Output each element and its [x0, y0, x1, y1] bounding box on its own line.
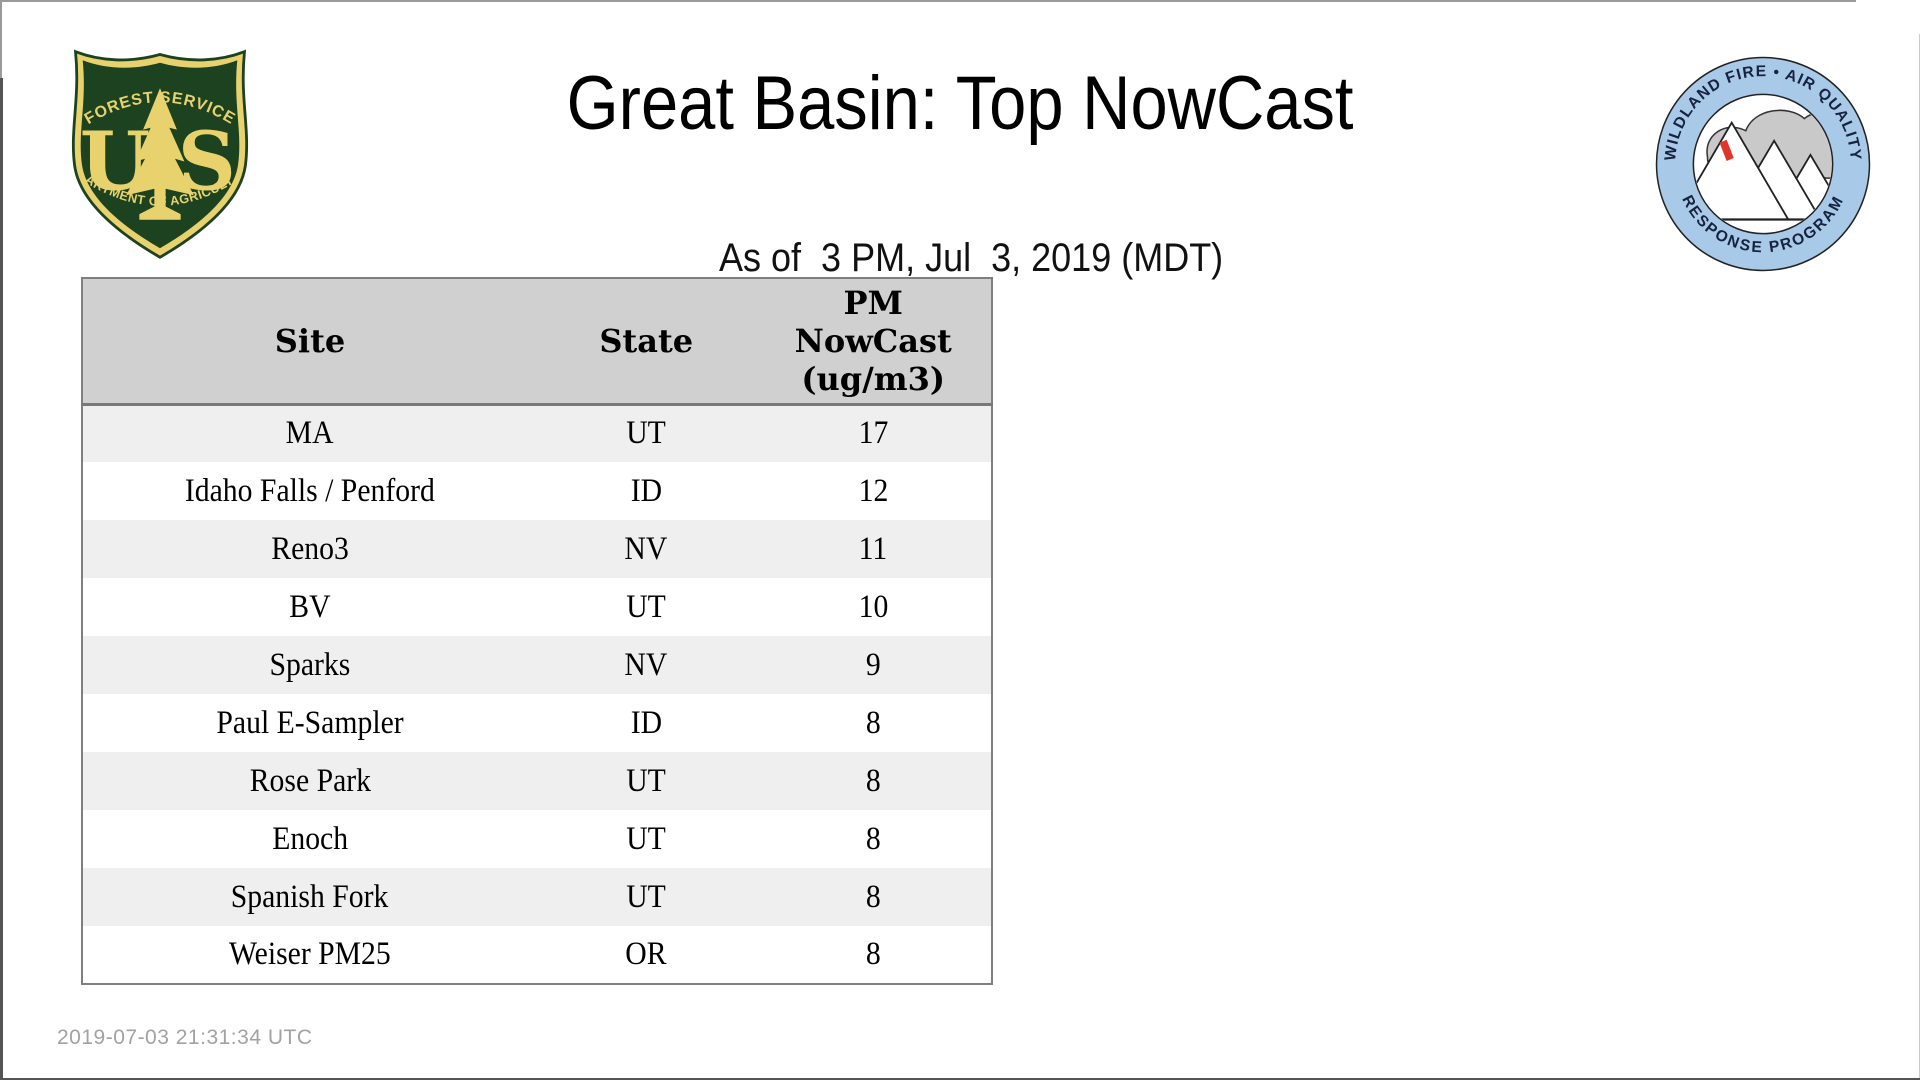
state-cell: UT: [537, 578, 755, 636]
site-value: Paul E-Sampler: [216, 704, 404, 741]
state-value: UT: [626, 415, 666, 452]
state-cell: UT: [537, 810, 755, 868]
state-value: OR: [625, 936, 667, 972]
column-header-site-label: Site: [274, 321, 346, 360]
state-cell: NV: [537, 636, 755, 694]
site-cell: MA: [82, 404, 537, 462]
state-cell: UT: [537, 404, 755, 462]
page-subtitle: As of 3 PM, Jul 3, 2019 (MDT): [0, 192, 1920, 280]
state-cell: NV: [537, 520, 755, 578]
pm-value: 8: [865, 762, 881, 799]
table-row: MA UT 17: [82, 404, 992, 462]
pm-cell: 10: [755, 578, 992, 636]
state-value: ID: [630, 472, 662, 509]
page-frame-top-edge: [0, 0, 1856, 2]
column-header-site: Site: [82, 278, 537, 406]
pm-value: 8: [865, 878, 881, 915]
page-frame-left-edge-dark: [0, 78, 3, 1080]
pm-cell: 12: [755, 462, 992, 520]
site-value: Spanish Fork: [231, 878, 389, 915]
site-value: Sparks: [269, 646, 351, 683]
pm-cell: 8: [755, 694, 992, 752]
site-cell: BV: [82, 578, 537, 636]
table-row: Sparks NV 9: [82, 636, 992, 694]
table-row: BV UT 10: [82, 578, 992, 636]
pm-cell: 17: [755, 404, 992, 462]
table-body: MA UT 17 Idaho Falls / Penford ID 12 Ren…: [82, 404, 992, 984]
site-value: Rose Park: [249, 762, 371, 799]
pm-cell: 8: [755, 810, 992, 868]
page-title: Great Basin: Top NowCast: [0, 62, 1920, 146]
state-value: UT: [626, 878, 666, 915]
usfs-letter-u: U: [80, 115, 150, 210]
site-cell: Spanish Fork: [82, 868, 537, 926]
state-cell: ID: [537, 462, 755, 520]
site-cell: Paul E-Sampler: [82, 694, 537, 752]
footer-timestamp: 2019-07-03 21:31:34 UTC: [57, 1026, 313, 1049]
state-value: UT: [626, 588, 666, 625]
fire-mark-icon: [1719, 139, 1734, 161]
page-title-text: Great Basin: Top NowCast: [566, 61, 1354, 146]
table-header-row: Site State PM NowCast (ug/m3): [82, 278, 992, 406]
table-row: Reno3 NV 11: [82, 520, 992, 578]
table-row: Spanish Fork UT 8: [82, 868, 992, 926]
site-cell: Idaho Falls / Penford: [82, 462, 537, 520]
table-row: Enoch UT 8: [82, 810, 992, 868]
pm-cell: 8: [755, 752, 992, 810]
wfaqrp-badge-logo-icon: WILDLAND FIRE • AIR QUALITY RESPONSE PRO…: [1655, 56, 1871, 272]
column-header-state: State: [537, 278, 756, 406]
pm-value: 17: [858, 415, 889, 452]
table-row: Idaho Falls / Penford ID 12: [82, 462, 992, 520]
column-header-pm-line1: PM: [843, 283, 903, 322]
state-cell: UT: [537, 868, 755, 926]
site-cell: Rose Park: [82, 752, 537, 810]
pm-value: 12: [858, 472, 889, 509]
page-frame-bottom-edge: [0, 1078, 1920, 1080]
table-row: Paul E-Sampler ID 8: [82, 694, 992, 752]
site-value: BV: [289, 588, 331, 625]
site-value: Weiser PM25: [229, 936, 391, 972]
usfs-letter-s: S: [178, 115, 236, 210]
pm-cell: 11: [755, 520, 992, 578]
column-header-pm-nowcast: PM NowCast (ug/m3): [755, 278, 992, 406]
site-value: MA: [286, 415, 334, 452]
state-value: ID: [630, 704, 662, 741]
site-cell: Reno3: [82, 520, 537, 578]
site-value: Enoch: [272, 820, 348, 857]
pm-cell: 8: [755, 868, 992, 926]
column-header-pm-line2: NowCast: [794, 321, 952, 360]
site-cell: Weiser PM25: [82, 926, 537, 984]
site-cell: Enoch: [82, 810, 537, 868]
pm-value: 10: [858, 588, 889, 625]
pm-value: 8: [865, 704, 881, 741]
page-frame-left-edge: [0, 0, 2, 78]
table-header: Site State PM NowCast (ug/m3): [82, 278, 992, 406]
pm-cell: 9: [755, 636, 992, 694]
pm-value: 8: [865, 820, 881, 857]
page-subtitle-text: As of 3 PM, Jul 3, 2019 (MDT): [719, 236, 1224, 280]
state-value: NV: [624, 646, 668, 683]
state-value: UT: [626, 762, 666, 799]
usfs-shield-logo-icon: FOREST SERVICE U S DEPARTMENT OF AGRICUL…: [66, 47, 249, 259]
pine-tree-icon: [126, 88, 194, 220]
column-header-pm-line3: (ug/m3): [801, 359, 946, 398]
column-header-state-label: State: [599, 321, 694, 360]
state-cell: OR: [537, 926, 755, 984]
site-value: Reno3: [271, 530, 349, 567]
pm-value: 11: [858, 530, 888, 567]
site-value: Idaho Falls / Penford: [185, 472, 435, 509]
state-value: UT: [626, 820, 666, 857]
state-cell: ID: [537, 694, 755, 752]
site-cell: Sparks: [82, 636, 537, 694]
pm-cell: 8: [755, 926, 992, 984]
pm-value: 9: [865, 646, 881, 683]
state-value: NV: [624, 530, 668, 567]
table-row: Weiser PM25 OR 8: [82, 926, 992, 984]
state-cell: UT: [537, 752, 755, 810]
table-row: Rose Park UT 8: [82, 752, 992, 810]
pm-value: 8: [865, 936, 881, 972]
nowcast-table: Site State PM NowCast (ug/m3) MA UT 17 I…: [81, 277, 993, 985]
